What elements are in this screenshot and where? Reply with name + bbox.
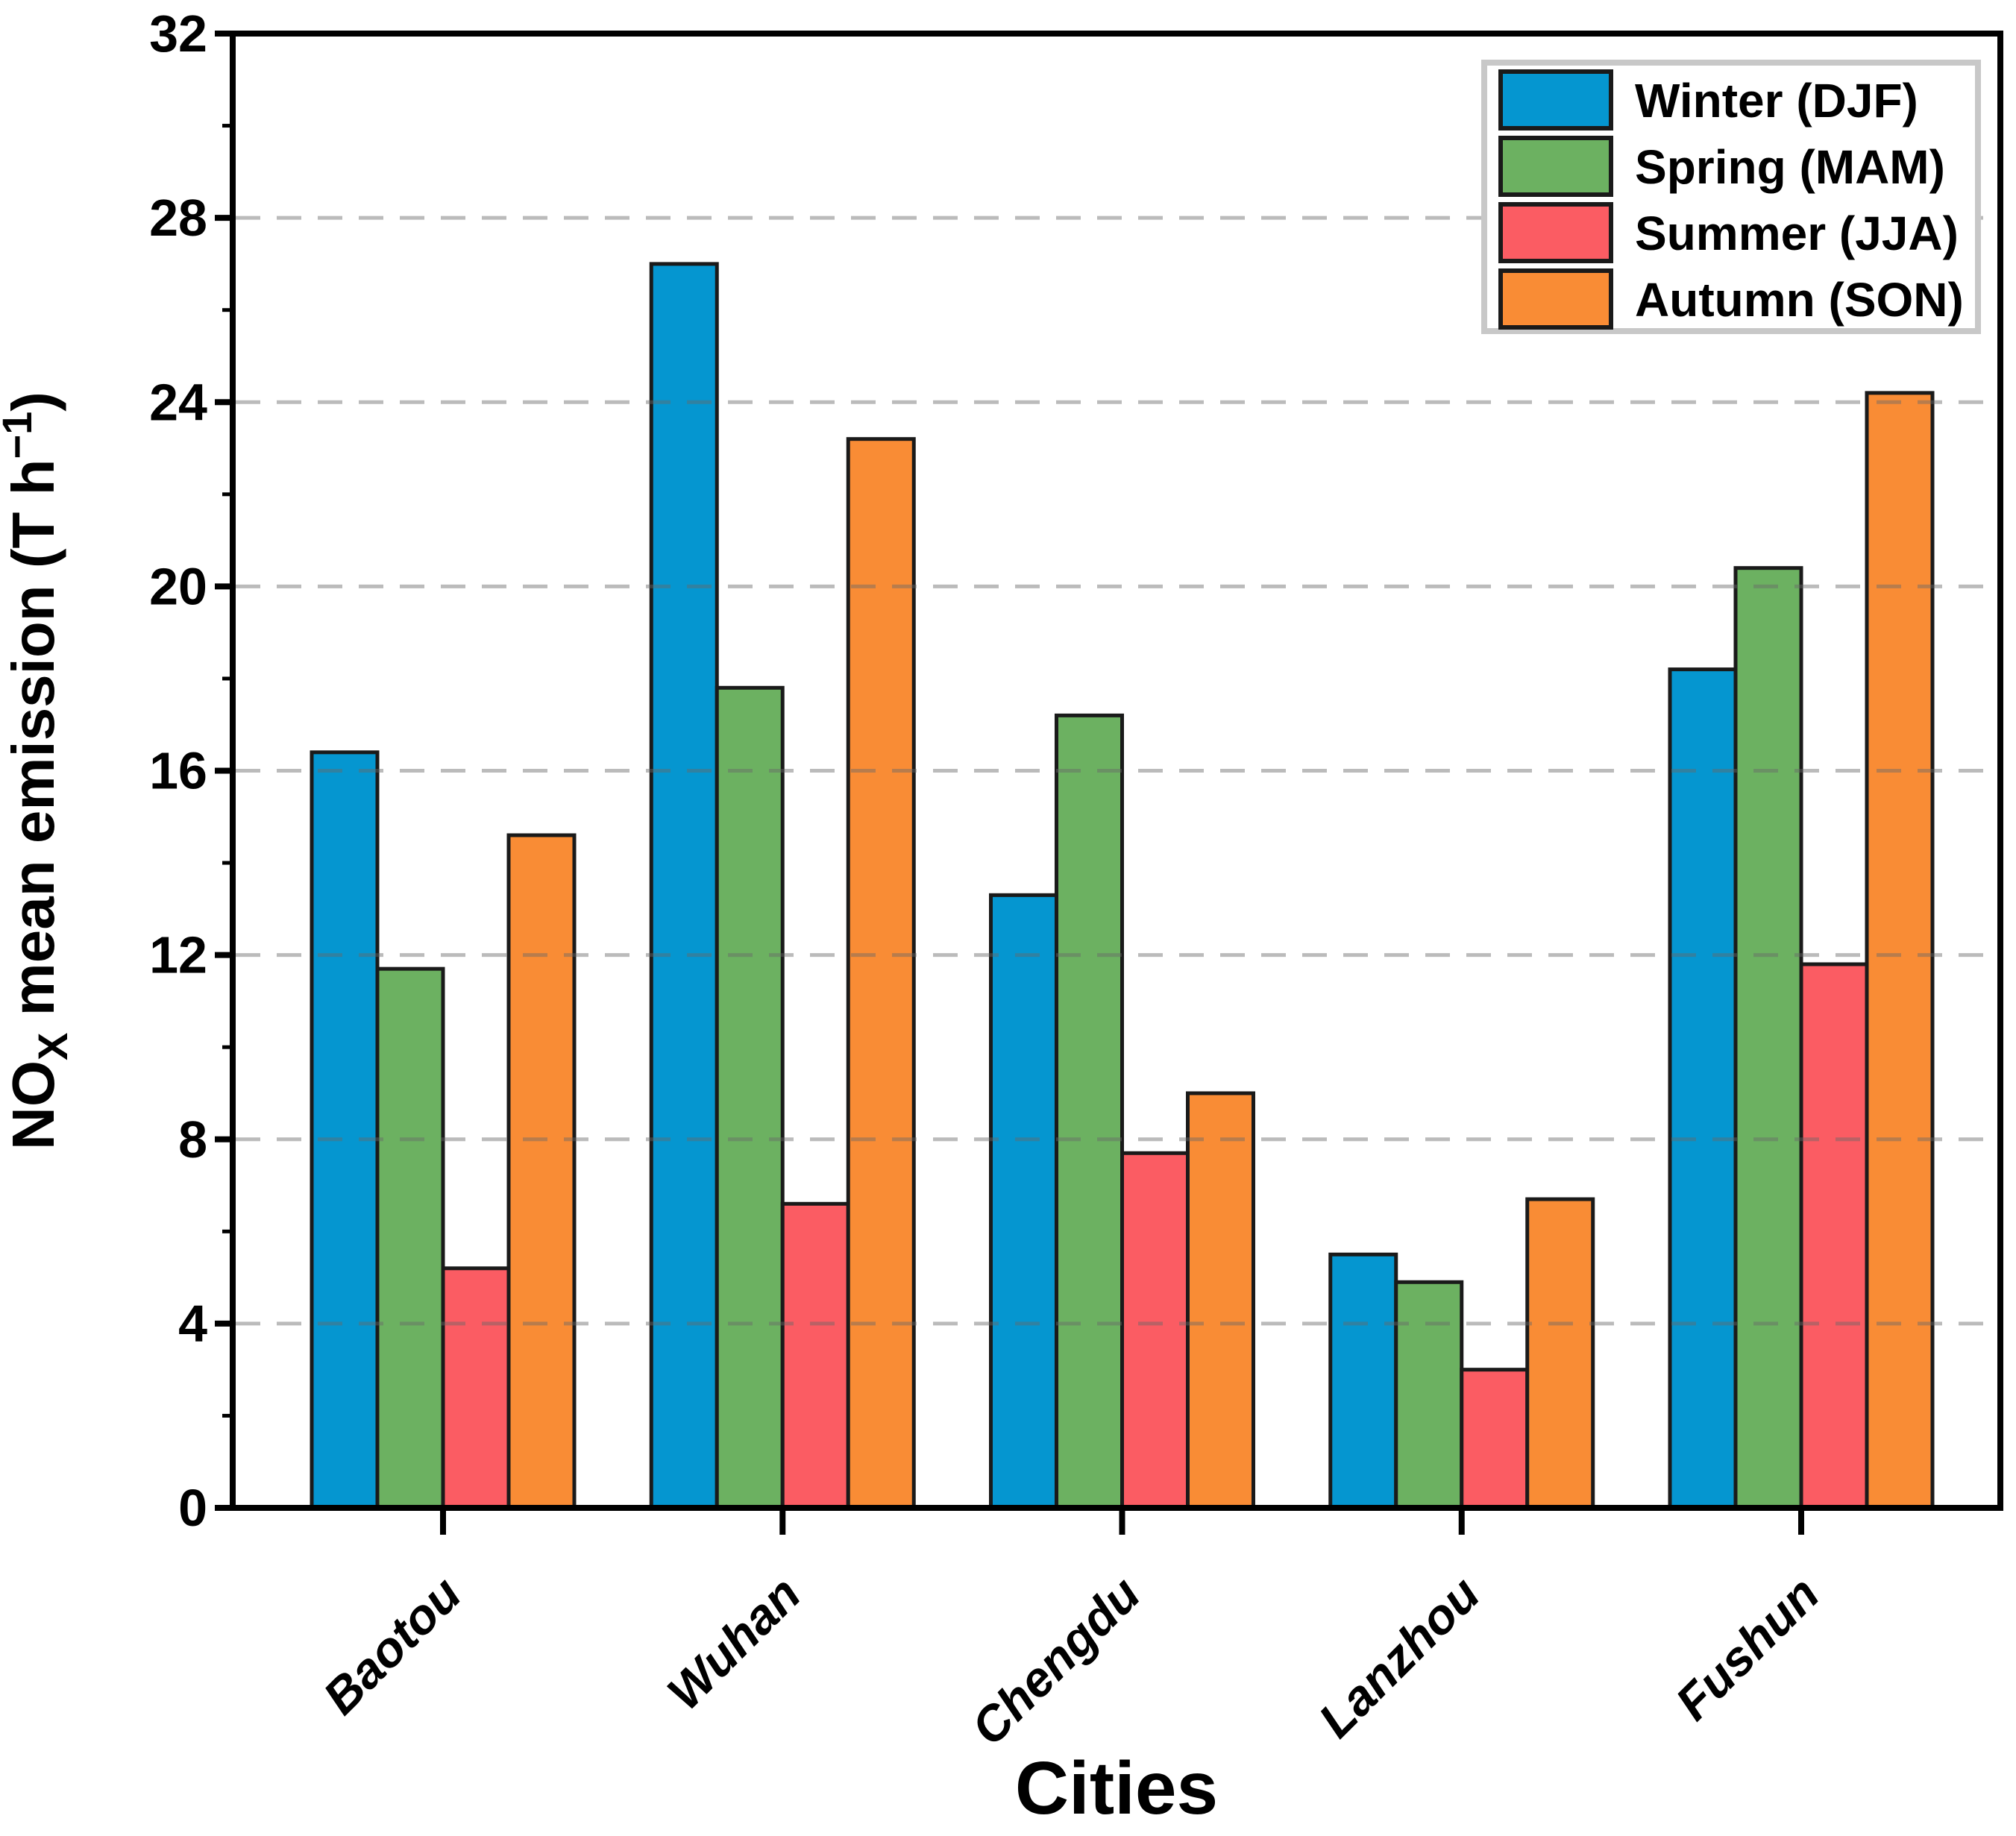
gridlines-layer	[236, 216, 1997, 1326]
bar-autumn-wuhan	[846, 437, 916, 1510]
y-title-superscript: −1	[0, 412, 40, 459]
bars-layer	[310, 262, 1935, 1510]
x-axis: Baotou Wuhan Chengdu Lanzhou Fushun	[313, 1508, 1830, 1755]
bar-spring-chengdu	[1055, 713, 1124, 1510]
bar-summer-baotou	[441, 1266, 511, 1510]
y-tick-label-16: 16	[149, 742, 207, 800]
y-tick-label-32: 32	[149, 4, 207, 63]
y-title-end: )	[0, 392, 66, 412]
x-tick-label-fushun: Fushun	[1665, 1566, 1830, 1731]
bar-winter-fushun	[1668, 667, 1738, 1510]
bar-summer-fushun	[1799, 962, 1869, 1510]
bar-spring-lanzhou	[1394, 1280, 1464, 1510]
bar-winter-wuhan	[649, 262, 719, 1510]
legend-swatch-spring	[1498, 136, 1613, 197]
y-axis: 0 4 8 12 16 20 24 28 32	[149, 4, 233, 1537]
y-tick-label-20: 20	[149, 557, 207, 615]
y-tick-label-28: 28	[149, 189, 207, 247]
x-axis-title: Cities	[1015, 1747, 1218, 1830]
bar-autumn-lanzhou	[1525, 1197, 1595, 1510]
legend-label-spring: Spring (MAM)	[1635, 140, 1945, 194]
y-title-subscript: X	[29, 1033, 76, 1060]
legend: Winter (DJF) Spring (MAM) Summer (JJA) Autu…	[1481, 60, 1981, 334]
y-tick-label-8: 8	[178, 1110, 207, 1169]
x-tick-label-chengdu: Chengdu	[961, 1566, 1151, 1756]
y-tick-label-24: 24	[149, 373, 207, 431]
y-tick-label-4: 4	[178, 1295, 207, 1353]
bar-winter-baotou	[310, 750, 380, 1510]
bar-summer-wuhan	[780, 1201, 850, 1510]
x-tick-label-lanzhou: Lanzhou	[1307, 1566, 1489, 1748]
legend-label-autumn: Autumn (SON)	[1635, 273, 1964, 327]
y-title-base: NO	[0, 1060, 66, 1150]
bar-summer-lanzhou	[1460, 1368, 1530, 1510]
legend-swatch-winter	[1498, 69, 1613, 131]
bar-winter-lanzhou	[1328, 1252, 1398, 1510]
bar-autumn-chengdu	[1186, 1091, 1255, 1510]
y-tick-label-0: 0	[178, 1479, 207, 1537]
bar-summer-chengdu	[1120, 1151, 1190, 1510]
legend-label-winter: Winter (DJF)	[1635, 74, 1918, 128]
bar-spring-baotou	[375, 966, 445, 1510]
legend-swatch-autumn	[1498, 268, 1613, 330]
bar-autumn-fushun	[1865, 391, 1935, 1510]
legend-label-summer: Summer (JJA)	[1635, 207, 1959, 260]
legend-swatch-summer	[1498, 202, 1613, 263]
y-tick-label-12: 12	[149, 926, 207, 984]
bar-winter-chengdu	[989, 893, 1058, 1510]
x-tick-label-wuhan: Wuhan	[656, 1566, 811, 1720]
y-title-middle: mean emission (T h	[0, 459, 66, 1033]
bar-autumn-baotou	[506, 833, 577, 1510]
bar-spring-wuhan	[715, 685, 785, 1510]
y-axis-title: NOX mean emission (T h−1)	[0, 392, 76, 1150]
x-tick-label-baotou: Baotou	[313, 1566, 471, 1725]
bar-spring-fushun	[1733, 566, 1803, 1510]
